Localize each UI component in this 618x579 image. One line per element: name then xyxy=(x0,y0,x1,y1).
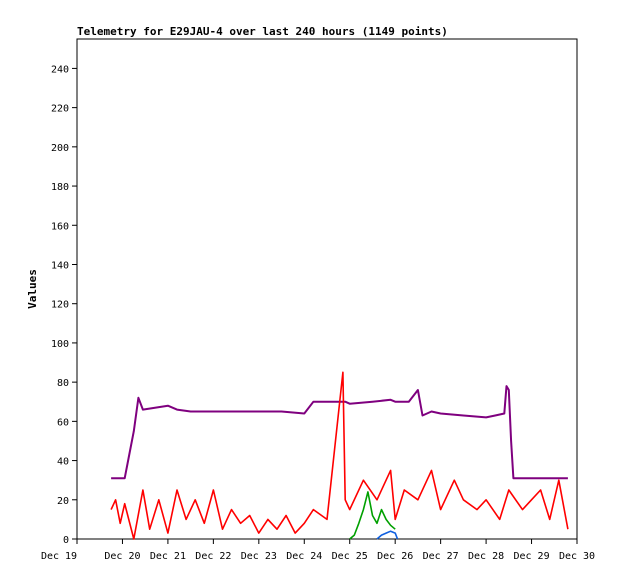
y-tick-label: 240 xyxy=(51,64,69,75)
series-line-1 xyxy=(110,371,569,540)
y-tick-label: 40 xyxy=(57,457,69,468)
series-line-3 xyxy=(376,530,399,540)
x-tick-label: Dec 19 xyxy=(41,551,77,562)
x-tick-label: Dec 29 xyxy=(513,551,549,562)
plot-area xyxy=(76,38,578,540)
x-tick-label: Dec 21 xyxy=(150,551,186,562)
x-tick-label: Dec 22 xyxy=(195,551,231,562)
y-tick-label: 220 xyxy=(51,104,69,115)
series-group xyxy=(110,371,569,540)
y-tick-label: 0 xyxy=(63,535,69,546)
x-tick-label: Dec 27 xyxy=(423,551,459,562)
y-tick-label: 120 xyxy=(51,300,69,311)
y-tick-label: 100 xyxy=(51,339,69,350)
y-tick-label: 140 xyxy=(51,260,69,271)
x-tick-label: Dec 20 xyxy=(104,551,140,562)
y-tick-label: 180 xyxy=(51,182,69,193)
y-tick-label: 60 xyxy=(57,417,69,428)
y-tick-label: 200 xyxy=(51,143,69,154)
y-axis-label: Values xyxy=(26,269,39,309)
y-tick-label: 160 xyxy=(51,221,69,232)
y-tick-label: 80 xyxy=(57,378,69,389)
x-tick-label: Dec 26 xyxy=(377,551,413,562)
series-line-2 xyxy=(349,491,396,540)
x-tick-label: Dec 30 xyxy=(559,551,595,562)
x-tick-label: Dec 25 xyxy=(332,551,368,562)
x-tick-label: Dec 23 xyxy=(241,551,277,562)
x-axis: Dec 19 Dec 20 Dec 21 Dec 22 Dec 23 Dec 24 Dec … xyxy=(41,539,595,562)
x-tick-label: Dec 24 xyxy=(286,551,322,562)
x-tick-label: Dec 28 xyxy=(468,551,504,562)
y-tick-label: 20 xyxy=(57,496,69,507)
y-axis: 0 20 40 60 80 100 120 140 160 180 200 220 240 xyxy=(51,64,77,546)
chart-title: Telemetry for E29JAU-4 over last 240 hou… xyxy=(77,25,448,38)
series-line-0 xyxy=(111,385,568,480)
